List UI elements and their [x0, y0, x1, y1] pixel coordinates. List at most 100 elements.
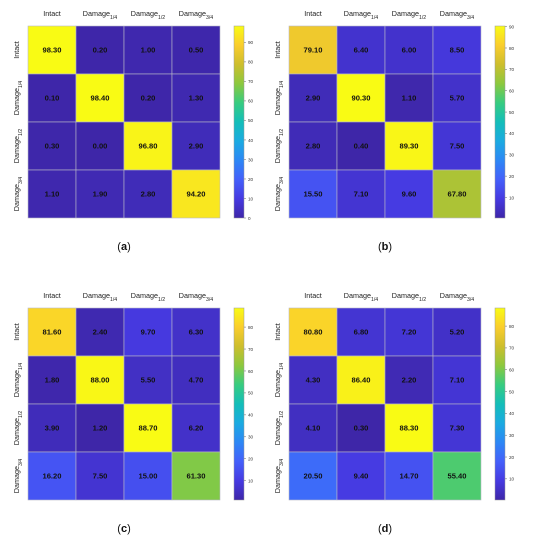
cell-value-label: 0.20 — [141, 94, 156, 103]
heatmap-cell — [288, 451, 338, 501]
colorbar-tick-label: 60 — [509, 89, 515, 94]
cell-value-label: 88.70 — [138, 424, 157, 433]
heatmap-cell — [432, 121, 482, 171]
colorbar-tick-label: 30 — [509, 153, 515, 158]
colorbar-tick-label: 60 — [248, 99, 254, 104]
cell-value-label: 7.20 — [402, 328, 417, 337]
column-label: Intact — [43, 291, 61, 300]
heatmap-cell — [75, 451, 125, 501]
heatmap-cell — [27, 355, 77, 405]
colorbar-tick-label: 80 — [248, 60, 254, 65]
colorbar-tick-label: 50 — [248, 118, 254, 123]
heatmap-cell — [75, 121, 125, 171]
cell-value-label: 3.90 — [45, 424, 60, 433]
colorbar — [233, 307, 245, 501]
heatmap-cell — [288, 307, 338, 357]
cell-value-label: 0.40 — [354, 142, 369, 151]
column-label: Intact — [304, 9, 322, 18]
heatmap-cell — [123, 25, 173, 75]
cell-value-label: 86.40 — [351, 376, 370, 385]
colorbar — [233, 25, 245, 219]
colorbar-tick-label: 30 — [248, 435, 254, 440]
cell-value-label: 20.50 — [303, 472, 322, 481]
column-label: Damage1/4 — [344, 291, 378, 303]
heatmap-cell — [384, 25, 434, 75]
colorbar-tick-label: 90 — [248, 40, 254, 45]
heatmap-cell — [384, 355, 434, 405]
cell-value-label: 94.20 — [186, 190, 205, 199]
cell-value-label: 7.30 — [450, 424, 465, 433]
column-label: Damage1/2 — [392, 9, 426, 21]
colorbar-tick-label: 80 — [248, 325, 254, 330]
row-label: Damage1/2 — [273, 129, 285, 163]
column-label: Damage1/2 — [392, 291, 426, 303]
heatmap-cell — [123, 307, 173, 357]
colorbar-tick-label: 10 — [509, 477, 515, 482]
cell-value-label: 0.30 — [45, 142, 60, 151]
cell-value-label: 89.30 — [399, 142, 418, 151]
heatmap-cell — [432, 25, 482, 75]
cell-value-label: 0.30 — [354, 424, 369, 433]
cell-value-label: 7.10 — [354, 190, 369, 199]
row-label: Damage1/4 — [12, 81, 24, 115]
row-label: Intact — [12, 323, 21, 341]
cell-value-label: 0.20 — [93, 46, 108, 55]
cell-value-label: 14.70 — [399, 472, 418, 481]
cell-value-label: 7.10 — [450, 376, 465, 385]
cell-value-label: 1.10 — [45, 190, 60, 199]
heatmap-cell — [288, 355, 338, 405]
column-label: Damage1/4 — [83, 291, 117, 303]
cell-value-label: 88.00 — [90, 376, 109, 385]
cell-value-label: 1.10 — [402, 94, 417, 103]
cell-value-label: 0.10 — [45, 94, 60, 103]
heatmap-cell — [336, 451, 386, 501]
colorbar-tick-label: 0 — [248, 216, 251, 221]
heatmap-cell — [288, 169, 338, 219]
column-label: Damage3/4 — [440, 9, 474, 21]
colorbar-tick-label: 60 — [509, 368, 515, 373]
heatmap-cell — [171, 307, 221, 357]
cell-value-label: 6.80 — [354, 328, 369, 337]
colorbar-tick-label: 30 — [509, 433, 515, 438]
row-label: Damage1/4 — [273, 363, 285, 397]
cell-value-label: 2.90 — [306, 94, 321, 103]
column-label: Damage1/4 — [344, 9, 378, 21]
heatmap-cell — [432, 403, 482, 453]
row-label: Damage3/4 — [12, 177, 24, 211]
panel-label: (c) — [117, 523, 130, 535]
cell-value-label: 81.60 — [42, 328, 61, 337]
cell-value-label: 88.30 — [399, 424, 418, 433]
heatmap-cell — [75, 307, 125, 357]
cell-value-label: 5.70 — [450, 94, 465, 103]
cell-value-label: 1.90 — [93, 190, 108, 199]
column-label: Intact — [43, 9, 61, 18]
colorbar — [494, 307, 506, 501]
heatmap-cell — [171, 451, 221, 501]
heatmap-panel-2: Intact Damage1/4 Damage1/2 Damage3/4 Intact D… — [273, 9, 515, 253]
column-label: Damage3/4 — [179, 291, 213, 303]
panel-label: (a) — [117, 241, 130, 253]
heatmap-cell — [123, 451, 173, 501]
cell-value-label: 7.50 — [93, 472, 108, 481]
row-label: Intact — [273, 323, 282, 341]
cell-value-label: 4.30 — [306, 376, 321, 385]
colorbar-tick-label: 10 — [248, 478, 254, 483]
heatmap-cell — [384, 451, 434, 501]
column-label: Damage1/2 — [131, 9, 165, 21]
cell-value-label: 1.80 — [45, 376, 60, 385]
row-label: Damage1/2 — [273, 411, 285, 445]
colorbar-tick-label: 80 — [509, 324, 515, 329]
heatmap-cell — [336, 25, 386, 75]
cell-value-label: 79.10 — [303, 46, 322, 55]
cell-value-label: 6.40 — [354, 46, 369, 55]
heatmap-cell — [288, 403, 338, 453]
row-label: Damage3/4 — [273, 177, 285, 211]
heatmap-cell — [288, 73, 338, 123]
colorbar-tick-label: 10 — [248, 196, 254, 201]
cell-value-label: 98.30 — [42, 46, 61, 55]
cell-value-label: 67.80 — [447, 190, 466, 199]
cell-value-label: 6.00 — [402, 46, 417, 55]
heatmap-cell — [75, 73, 125, 123]
panel-label: (b) — [378, 241, 392, 253]
heatmap-panel-1: Intact Damage1/4 Damage1/2 Damage3/4 Intact D… — [12, 9, 254, 253]
